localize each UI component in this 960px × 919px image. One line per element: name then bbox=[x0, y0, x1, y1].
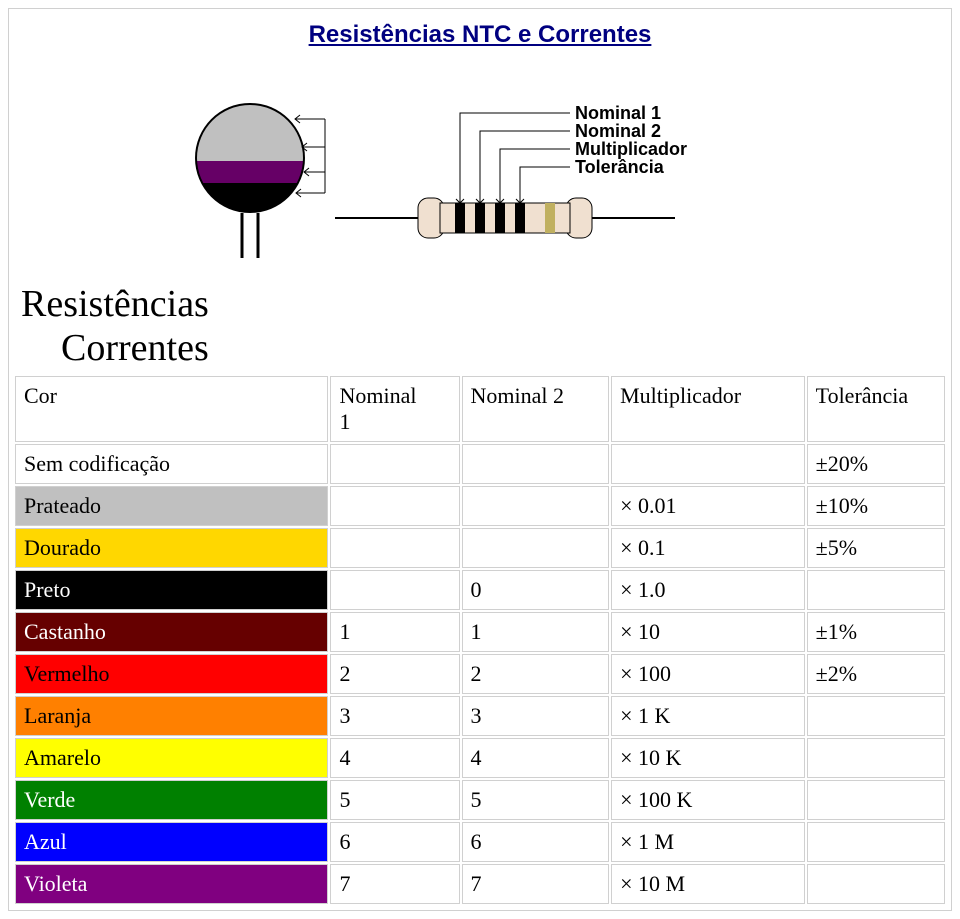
table-row: Amarelo44× 10 K bbox=[15, 738, 945, 778]
cell-cor: Amarelo bbox=[15, 738, 328, 778]
cell-cor: Sem codificação bbox=[15, 444, 328, 484]
cell-n1: 6 bbox=[330, 822, 459, 862]
table-row: Laranja33× 1 K bbox=[15, 696, 945, 736]
cell-n1: 3 bbox=[330, 696, 459, 736]
table-row: Prateado × 0.01±10% bbox=[15, 486, 945, 526]
table-row: Sem codificação ±20% bbox=[15, 444, 945, 484]
table-row: Preto 0× 1.0 bbox=[15, 570, 945, 610]
th-tolerancia: Tolerância bbox=[807, 376, 945, 442]
cell-n2: 4 bbox=[462, 738, 610, 778]
cell-mult bbox=[611, 444, 805, 484]
cell-n1 bbox=[330, 444, 459, 484]
th-nominal2: Nominal 2 bbox=[462, 376, 610, 442]
cell-mult: × 1 M bbox=[611, 822, 805, 862]
table-row: Dourado × 0.1±5% bbox=[15, 528, 945, 568]
cell-cor: Vermelho bbox=[15, 654, 328, 694]
table-row: Castanho11× 10±1% bbox=[15, 612, 945, 652]
table-row: Vermelho22× 100±2% bbox=[15, 654, 945, 694]
cell-tol bbox=[807, 570, 945, 610]
resistor-pointers bbox=[456, 113, 570, 203]
label-multiplicador: Multiplicador bbox=[575, 139, 687, 159]
diagram: Nominal 1 Nominal 2 Multiplicador Tolerâ… bbox=[13, 73, 947, 279]
cell-n1 bbox=[330, 570, 459, 610]
cell-tol bbox=[807, 738, 945, 778]
cell-tol bbox=[807, 822, 945, 862]
axial-resistor bbox=[335, 198, 675, 238]
cell-mult: × 0.01 bbox=[611, 486, 805, 526]
color-code-table: Cor Nominal 1 Nominal 2 Multiplicador To… bbox=[13, 374, 947, 906]
cell-mult: × 10 bbox=[611, 612, 805, 652]
th-multiplicador: Multiplicador bbox=[611, 376, 805, 442]
section-title-line1: Resistências bbox=[21, 283, 209, 325]
cell-tol: ±1% bbox=[807, 612, 945, 652]
cell-tol bbox=[807, 696, 945, 736]
cell-tol: ±20% bbox=[807, 444, 945, 484]
cell-n2: 3 bbox=[462, 696, 610, 736]
cell-mult: × 10 M bbox=[611, 864, 805, 904]
cell-tol: ±5% bbox=[807, 528, 945, 568]
th-cor: Cor bbox=[15, 376, 328, 442]
cell-mult: × 10 K bbox=[611, 738, 805, 778]
cell-mult: × 100 bbox=[611, 654, 805, 694]
cell-tol: ±10% bbox=[807, 486, 945, 526]
cell-n1 bbox=[330, 486, 459, 526]
label-nominal1: Nominal 1 bbox=[575, 103, 661, 123]
label-tolerancia: Tolerância bbox=[575, 157, 665, 177]
section-title-line2: Correntes bbox=[21, 327, 939, 371]
section-title: Resistências Correntes bbox=[13, 279, 947, 374]
cell-tol bbox=[807, 864, 945, 904]
ntc-disc bbox=[190, 103, 310, 258]
cell-n1: 5 bbox=[330, 780, 459, 820]
cell-n2: 5 bbox=[462, 780, 610, 820]
cell-n1: 4 bbox=[330, 738, 459, 778]
cell-cor: Prateado bbox=[15, 486, 328, 526]
cell-n2: 7 bbox=[462, 864, 610, 904]
cell-n1: 2 bbox=[330, 654, 459, 694]
cell-n2 bbox=[462, 528, 610, 568]
cell-n2: 1 bbox=[462, 612, 610, 652]
cell-cor: Castanho bbox=[15, 612, 328, 652]
cell-cor: Preto bbox=[15, 570, 328, 610]
cell-cor: Azul bbox=[15, 822, 328, 862]
cell-n1 bbox=[330, 528, 459, 568]
th-nominal1: Nominal 1 bbox=[330, 376, 459, 442]
diagram-labels: Nominal 1 Nominal 2 Multiplicador Tolerâ… bbox=[575, 103, 687, 177]
label-nominal2: Nominal 2 bbox=[575, 121, 661, 141]
cell-mult: × 100 K bbox=[611, 780, 805, 820]
cell-cor: Dourado bbox=[15, 528, 328, 568]
cell-mult: × 0.1 bbox=[611, 528, 805, 568]
table-row: Violeta77× 10 M bbox=[15, 864, 945, 904]
cell-cor: Verde bbox=[15, 780, 328, 820]
cell-n1: 1 bbox=[330, 612, 459, 652]
cell-cor: Laranja bbox=[15, 696, 328, 736]
cell-n2: 6 bbox=[462, 822, 610, 862]
cell-n1: 7 bbox=[330, 864, 459, 904]
cell-mult: × 1.0 bbox=[611, 570, 805, 610]
cell-cor: Violeta bbox=[15, 864, 328, 904]
page-container: Resistências NTC e Correntes bbox=[8, 8, 952, 911]
page-title: Resistências NTC e Correntes bbox=[13, 13, 947, 73]
cell-n2 bbox=[462, 486, 610, 526]
cell-n2: 2 bbox=[462, 654, 610, 694]
table-header-row: Cor Nominal 1 Nominal 2 Multiplicador To… bbox=[15, 376, 945, 442]
cell-tol: ±2% bbox=[807, 654, 945, 694]
cell-n2: 0 bbox=[462, 570, 610, 610]
cell-tol bbox=[807, 780, 945, 820]
cell-mult: × 1 K bbox=[611, 696, 805, 736]
ntc-resistor-diagram: Nominal 1 Nominal 2 Multiplicador Tolerâ… bbox=[170, 73, 790, 263]
table-row: Azul66× 1 M bbox=[15, 822, 945, 862]
table-row: Verde55× 100 K bbox=[15, 780, 945, 820]
cell-n2 bbox=[462, 444, 610, 484]
